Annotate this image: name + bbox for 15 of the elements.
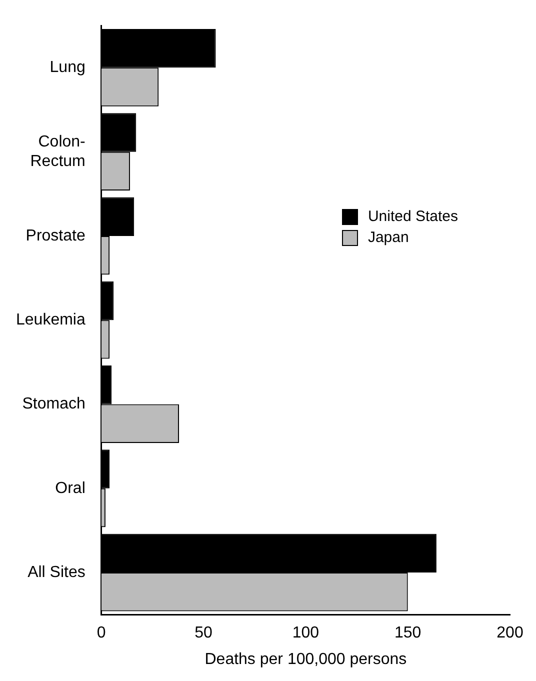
legend-label: Japan — [368, 229, 409, 246]
x-tick-label: 50 — [194, 624, 213, 642]
y-tick-label: All Sites — [28, 564, 86, 581]
x-tick-label: 200 — [496, 624, 524, 642]
legend-label: United States — [368, 208, 458, 225]
y-tick-label: Leukemia — [16, 312, 86, 329]
x-axis-title: Deaths per 100,000 persons — [204, 650, 407, 668]
y-tick-label: Prostate — [26, 227, 86, 244]
y-tick-label: Colon- Rectum — [30, 134, 86, 170]
y-tick-label: Stomach — [22, 396, 86, 413]
x-tick-label: 100 — [292, 624, 320, 642]
y-tick-label: Lung — [50, 59, 86, 76]
x-tick-label: 0 — [96, 624, 106, 642]
y-tick-label: Oral — [55, 480, 86, 497]
x-tick-label: 150 — [394, 624, 422, 642]
